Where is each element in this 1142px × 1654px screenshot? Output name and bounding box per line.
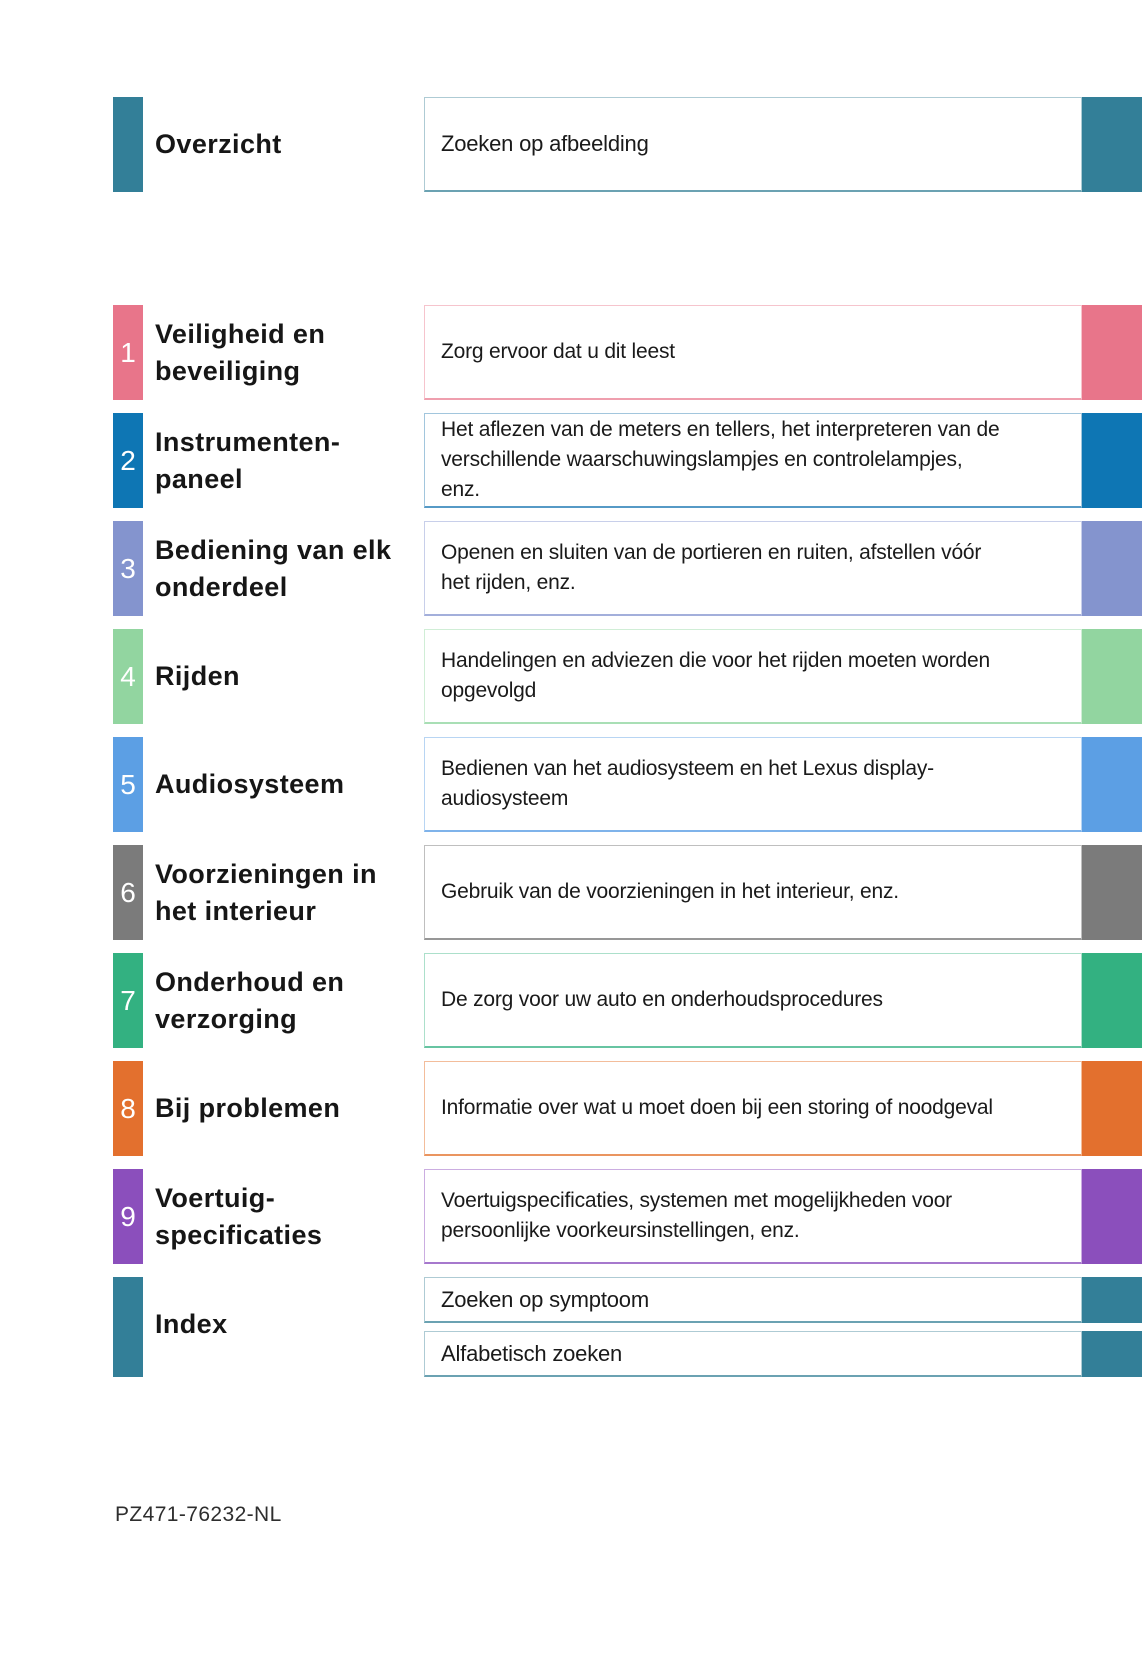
- section-end-block: [1082, 1169, 1142, 1264]
- section-title: Rijden: [155, 661, 240, 691]
- section-number: 8: [120, 1092, 136, 1124]
- section-end-block: [1082, 845, 1142, 940]
- section-number: 9: [120, 1200, 136, 1232]
- section-description-box[interactable]: Gebruik van de voorzieningen in het inte…: [424, 845, 1082, 940]
- section-title: Onderhoud en verzorging: [155, 966, 345, 1034]
- section-description: Zorg ervoor dat u dit leest: [441, 340, 675, 363]
- section-title: Instrumenten- paneel: [155, 426, 341, 494]
- section-description-box[interactable]: Zorg ervoor dat u dit leest: [424, 305, 1082, 400]
- section-number: 7: [120, 984, 136, 1016]
- section-tab[interactable]: 2: [113, 413, 143, 508]
- section-end-block: [1082, 1061, 1142, 1156]
- index-item-row: Alfabetisch zoeken: [424, 1331, 1142, 1377]
- section-title: Bediening van elk onderdeel: [155, 534, 392, 602]
- section-description: Openen en sluiten van de portieren en ru…: [441, 541, 982, 594]
- section-end-block: [1082, 305, 1142, 400]
- section-tab[interactable]: 8: [113, 1061, 143, 1156]
- section-description: Het aflezen van de meters en tellers, he…: [441, 418, 1000, 501]
- index-row: Index Zoeken op symptoom Alfabetisch zoe…: [113, 1277, 1142, 1377]
- section-row: 2 Instrumenten- paneel Het aflezen van d…: [113, 413, 1142, 508]
- section-description-box[interactable]: De zorg voor uw auto en onderhoudsproced…: [424, 953, 1082, 1048]
- section-number: 2: [120, 444, 136, 476]
- section-number: 5: [120, 768, 136, 800]
- toc-section-list: 1 Veiligheid en beveiliging Zorg ervoor …: [0, 305, 1142, 1377]
- publication-code: PZ471-76232-NL: [115, 1503, 282, 1526]
- section-tab[interactable]: 9: [113, 1169, 143, 1264]
- section-description: Gebruik van de voorzieningen in het inte…: [441, 880, 899, 903]
- section-description-box[interactable]: Handelingen en adviezen die voor het rij…: [424, 629, 1082, 724]
- section-title: Voertuig- specificaties: [155, 1182, 323, 1250]
- section-title: Audiosysteem: [155, 769, 345, 799]
- section-description: Voertuigspecificaties, systemen met moge…: [441, 1189, 952, 1242]
- section-row: 7 Onderhoud en verzorging De zorg voor u…: [113, 953, 1142, 1048]
- section-row: 6 Voorzieningen in het interieur Gebruik…: [113, 845, 1142, 940]
- index-item-box[interactable]: Alfabetisch zoeken: [424, 1331, 1082, 1377]
- section-tab[interactable]: 5: [113, 737, 143, 832]
- section-end-block: [1082, 413, 1142, 508]
- section-description-box[interactable]: Bedienen van het audiosysteem en het Lex…: [424, 737, 1082, 832]
- overview-section: Overzicht Zoeken op afbeelding: [0, 97, 1142, 192]
- overview-item-label: Zoeken op afbeelding: [441, 131, 649, 156]
- overview-title: Overzicht: [155, 129, 282, 159]
- section-title: Veiligheid en beveiliging: [155, 318, 326, 386]
- section-description-box[interactable]: Het aflezen van de meters en tellers, he…: [424, 413, 1082, 508]
- section-tab[interactable]: 6: [113, 845, 143, 940]
- section-end-block: [1082, 737, 1142, 832]
- section-description-box[interactable]: Voertuigspecificaties, systemen met moge…: [424, 1169, 1082, 1264]
- section-number: 4: [120, 660, 136, 692]
- section-tab[interactable]: 3: [113, 521, 143, 616]
- section-description: De zorg voor uw auto en onderhoudsproced…: [441, 988, 883, 1011]
- index-item-box[interactable]: Zoeken op symptoom: [424, 1277, 1082, 1323]
- section-end-block: [1082, 953, 1142, 1048]
- section-description: Informatie over wat u moet doen bij een …: [441, 1096, 993, 1119]
- section-tab[interactable]: 1: [113, 305, 143, 400]
- section-title: Voorzieningen in het interieur: [155, 858, 377, 926]
- index-end-block: [1082, 1331, 1142, 1377]
- section-description-box[interactable]: Openen en sluiten van de portieren en ru…: [424, 521, 1082, 616]
- overview-item-box[interactable]: Zoeken op afbeelding: [424, 97, 1082, 192]
- index-item-list: Zoeken op symptoom Alfabetisch zoeken: [424, 1277, 1142, 1377]
- index-item-label: Zoeken op symptoom: [441, 1286, 649, 1312]
- section-description: Handelingen en adviezen die voor het rij…: [441, 649, 990, 702]
- section-row: 4 Rijden Handelingen en adviezen die voo…: [113, 629, 1142, 724]
- section-end-block: [1082, 629, 1142, 724]
- section-row: 5 Audiosysteem Bedienen van het audiosys…: [113, 737, 1142, 832]
- section-title: Bij problemen: [155, 1093, 341, 1123]
- section-description: Bedienen van het audiosysteem en het Lex…: [441, 757, 934, 810]
- index-item-row: Zoeken op symptoom: [424, 1277, 1142, 1323]
- section-row: 8 Bij problemen Informatie over wat u mo…: [113, 1061, 1142, 1156]
- section-number: 3: [120, 552, 136, 584]
- section-number: 6: [120, 876, 136, 908]
- index-item-label: Alfabetisch zoeken: [441, 1340, 623, 1366]
- index-end-block: [1082, 1277, 1142, 1323]
- section-row: 9 Voertuig- specificaties Voertuigspecif…: [113, 1169, 1142, 1264]
- section-description-box[interactable]: Informatie over wat u moet doen bij een …: [424, 1061, 1082, 1156]
- index-tab[interactable]: [113, 1277, 143, 1377]
- section-row: 3 Bediening van elk onderdeel Openen en …: [113, 521, 1142, 616]
- overview-tab: [113, 97, 143, 192]
- index-title: Index: [155, 1309, 228, 1339]
- section-tab[interactable]: 7: [113, 953, 143, 1048]
- section-end-block: [1082, 521, 1142, 616]
- overview-end-block: [1082, 97, 1142, 192]
- section-row: 1 Veiligheid en beveiliging Zorg ervoor …: [113, 305, 1142, 400]
- section-number: 1: [120, 336, 136, 368]
- section-tab[interactable]: 4: [113, 629, 143, 724]
